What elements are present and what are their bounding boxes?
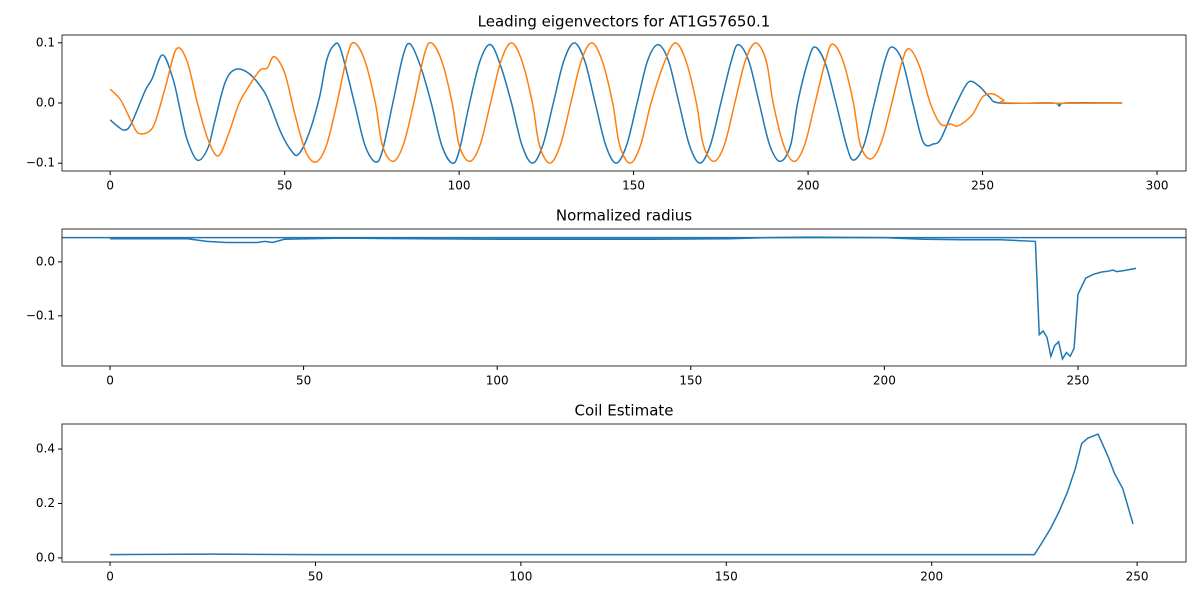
x-tick-label: 100 xyxy=(509,570,532,584)
x-tick-label: 150 xyxy=(679,374,702,388)
x-tick-label: 0 xyxy=(106,374,114,388)
x-tick-label: 200 xyxy=(920,570,943,584)
x-tick-label: 50 xyxy=(296,374,311,388)
line-series xyxy=(109,42,1123,165)
line-series xyxy=(110,236,1137,361)
y-tick-label: 0.0 xyxy=(36,550,55,564)
y-tick-label: 0.1 xyxy=(36,35,55,49)
y-tick-label: −0.1 xyxy=(26,156,55,170)
chart-title: Normalized radius xyxy=(556,207,692,225)
x-tick-label: 50 xyxy=(277,179,292,193)
y-tick-label: 0.2 xyxy=(36,496,55,510)
x-tick-label: 0 xyxy=(106,179,114,193)
chart-title: Coil Estimate xyxy=(574,402,673,420)
x-tick-label: 0 xyxy=(106,570,114,584)
axes-frame xyxy=(61,34,1187,172)
x-tick-label: 100 xyxy=(486,374,509,388)
x-tick-label: 200 xyxy=(797,179,820,193)
line-series xyxy=(109,41,1123,164)
x-tick-label: 100 xyxy=(448,179,471,193)
x-tick-label: 250 xyxy=(971,179,994,193)
line-series xyxy=(110,433,1134,556)
y-tick-label: −0.1 xyxy=(26,308,55,322)
x-tick-label: 300 xyxy=(1146,179,1169,193)
x-tick-label: 150 xyxy=(622,179,645,193)
chart-title: Leading eigenvectors for AT1G57650.1 xyxy=(478,13,771,31)
x-tick-label: 150 xyxy=(715,570,738,584)
y-tick-label: 0.4 xyxy=(36,442,55,456)
x-tick-label: 50 xyxy=(308,570,323,584)
axes-frame xyxy=(61,423,1187,563)
y-tick-label: 0.0 xyxy=(36,96,55,110)
y-tick-label: 0.0 xyxy=(36,254,55,268)
x-tick-label: 200 xyxy=(873,374,896,388)
x-tick-label: 250 xyxy=(1126,570,1149,584)
axes-frame xyxy=(61,228,1187,367)
x-tick-label: 250 xyxy=(1067,374,1090,388)
